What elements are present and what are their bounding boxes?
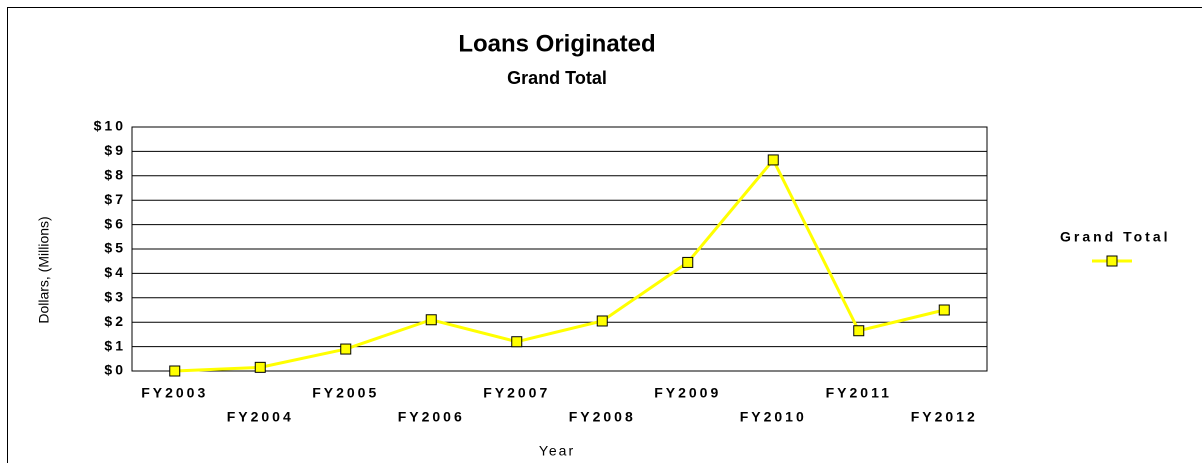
data-point — [854, 326, 864, 336]
y-tick-label: $6 — [104, 215, 126, 231]
data-point — [341, 344, 351, 354]
legend-label: Grand Total — [1060, 229, 1171, 245]
data-point — [426, 315, 436, 325]
y-tick-label: $2 — [104, 313, 126, 329]
data-point — [255, 362, 265, 372]
x-axis-title: Year — [539, 443, 575, 459]
legend-marker — [1107, 256, 1117, 266]
x-tick-label: FY2009 — [654, 385, 721, 401]
data-point — [170, 366, 180, 376]
y-tick-label: $1 — [104, 337, 126, 353]
x-tick-label: FY2006 — [398, 409, 465, 425]
data-point — [683, 257, 693, 267]
y-tick-label: $0 — [104, 362, 126, 378]
y-tick-label: $5 — [104, 240, 126, 256]
y-tick-label: $9 — [104, 142, 126, 158]
x-tick-label: FY2008 — [569, 409, 636, 425]
x-tick-label: FY2003 — [141, 385, 208, 401]
chart-subtitle: Grand Total — [507, 68, 607, 88]
y-tick-label: $3 — [104, 289, 126, 305]
x-tick-label: FY2007 — [483, 385, 550, 401]
y-tick-label: $10 — [94, 118, 126, 134]
chart-title: Loans Originated — [458, 30, 655, 57]
x-tick-label: FY2012 — [911, 409, 978, 425]
x-tick-label: FY2004 — [227, 409, 294, 425]
data-point — [939, 305, 949, 315]
x-tick-label: FY2010 — [740, 409, 807, 425]
y-tick-label: $4 — [104, 264, 126, 280]
y-axis-title: Dollars, (Millions) — [36, 216, 52, 323]
x-tick-label: FY2011 — [826, 385, 892, 401]
y-tick-label: $7 — [104, 191, 126, 207]
y-tick-label: $8 — [104, 167, 126, 183]
data-point — [512, 337, 522, 347]
x-tick-label: FY2005 — [312, 385, 379, 401]
data-point — [768, 155, 778, 165]
data-point — [597, 316, 607, 326]
